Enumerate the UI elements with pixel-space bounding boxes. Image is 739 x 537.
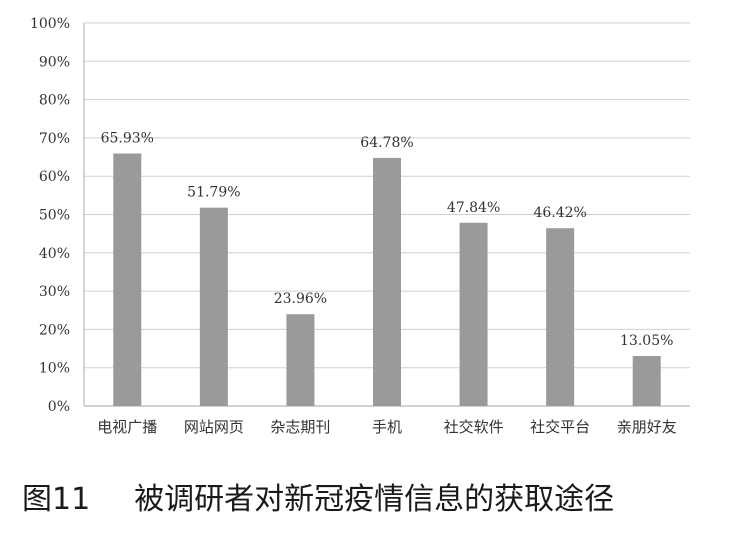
x-tick-label: 手机 <box>372 418 402 436</box>
y-tick-label: 80% <box>39 93 70 109</box>
y-tick-label: 100% <box>30 16 70 32</box>
data-label: 46.42% <box>533 205 586 221</box>
bar <box>113 153 142 406</box>
y-tick-label: 50% <box>39 208 70 224</box>
data-label: 13.05% <box>620 333 673 349</box>
y-tick-label: 40% <box>39 246 70 262</box>
data-label: 65.93% <box>101 130 154 146</box>
y-tick-label: 90% <box>39 54 70 70</box>
bars <box>113 153 661 406</box>
bar <box>199 207 228 406</box>
bar-chart: 0% 10% 20% 30% 40% 50% 60% 70% 80% 90% 100% 65.93% 电… <box>30 16 690 436</box>
bar <box>546 228 575 406</box>
data-label: 47.84% <box>447 200 500 216</box>
y-tick-label: 10% <box>39 361 70 377</box>
data-label: 51.79% <box>187 185 240 201</box>
y-tick-label: 70% <box>39 131 70 147</box>
y-tick-label: 20% <box>39 322 70 338</box>
y-tick-label: 30% <box>39 284 70 300</box>
y-tick-label: 0% <box>48 399 70 415</box>
bar <box>632 356 661 406</box>
x-tick-label: 社交软件 <box>444 418 504 436</box>
x-tick-label: 杂志期刊 <box>270 418 330 436</box>
bar <box>459 222 488 406</box>
x-tick-label: 网站网页 <box>184 418 244 436</box>
x-tick-label: 电视广播 <box>97 418 157 436</box>
figure-number: 图11 <box>22 482 91 517</box>
labels: 0% 10% 20% 30% 40% 50% 60% 70% 80% 90% 100% 65.93% 电… <box>30 16 677 436</box>
figure-title: 被调研者对新冠疫情信息的获取途径 <box>134 482 615 517</box>
x-tick-label: 亲朋好友 <box>617 418 677 436</box>
bar <box>373 157 401 406</box>
data-label: 64.78% <box>360 135 413 151</box>
bar <box>286 314 315 406</box>
y-tick-label: 60% <box>39 169 70 185</box>
data-label: 23.96% <box>274 291 327 307</box>
figure-caption: 图11 被调研者对新冠疫情信息的获取途径 <box>22 474 722 518</box>
x-tick-label: 社交平台 <box>530 418 590 436</box>
